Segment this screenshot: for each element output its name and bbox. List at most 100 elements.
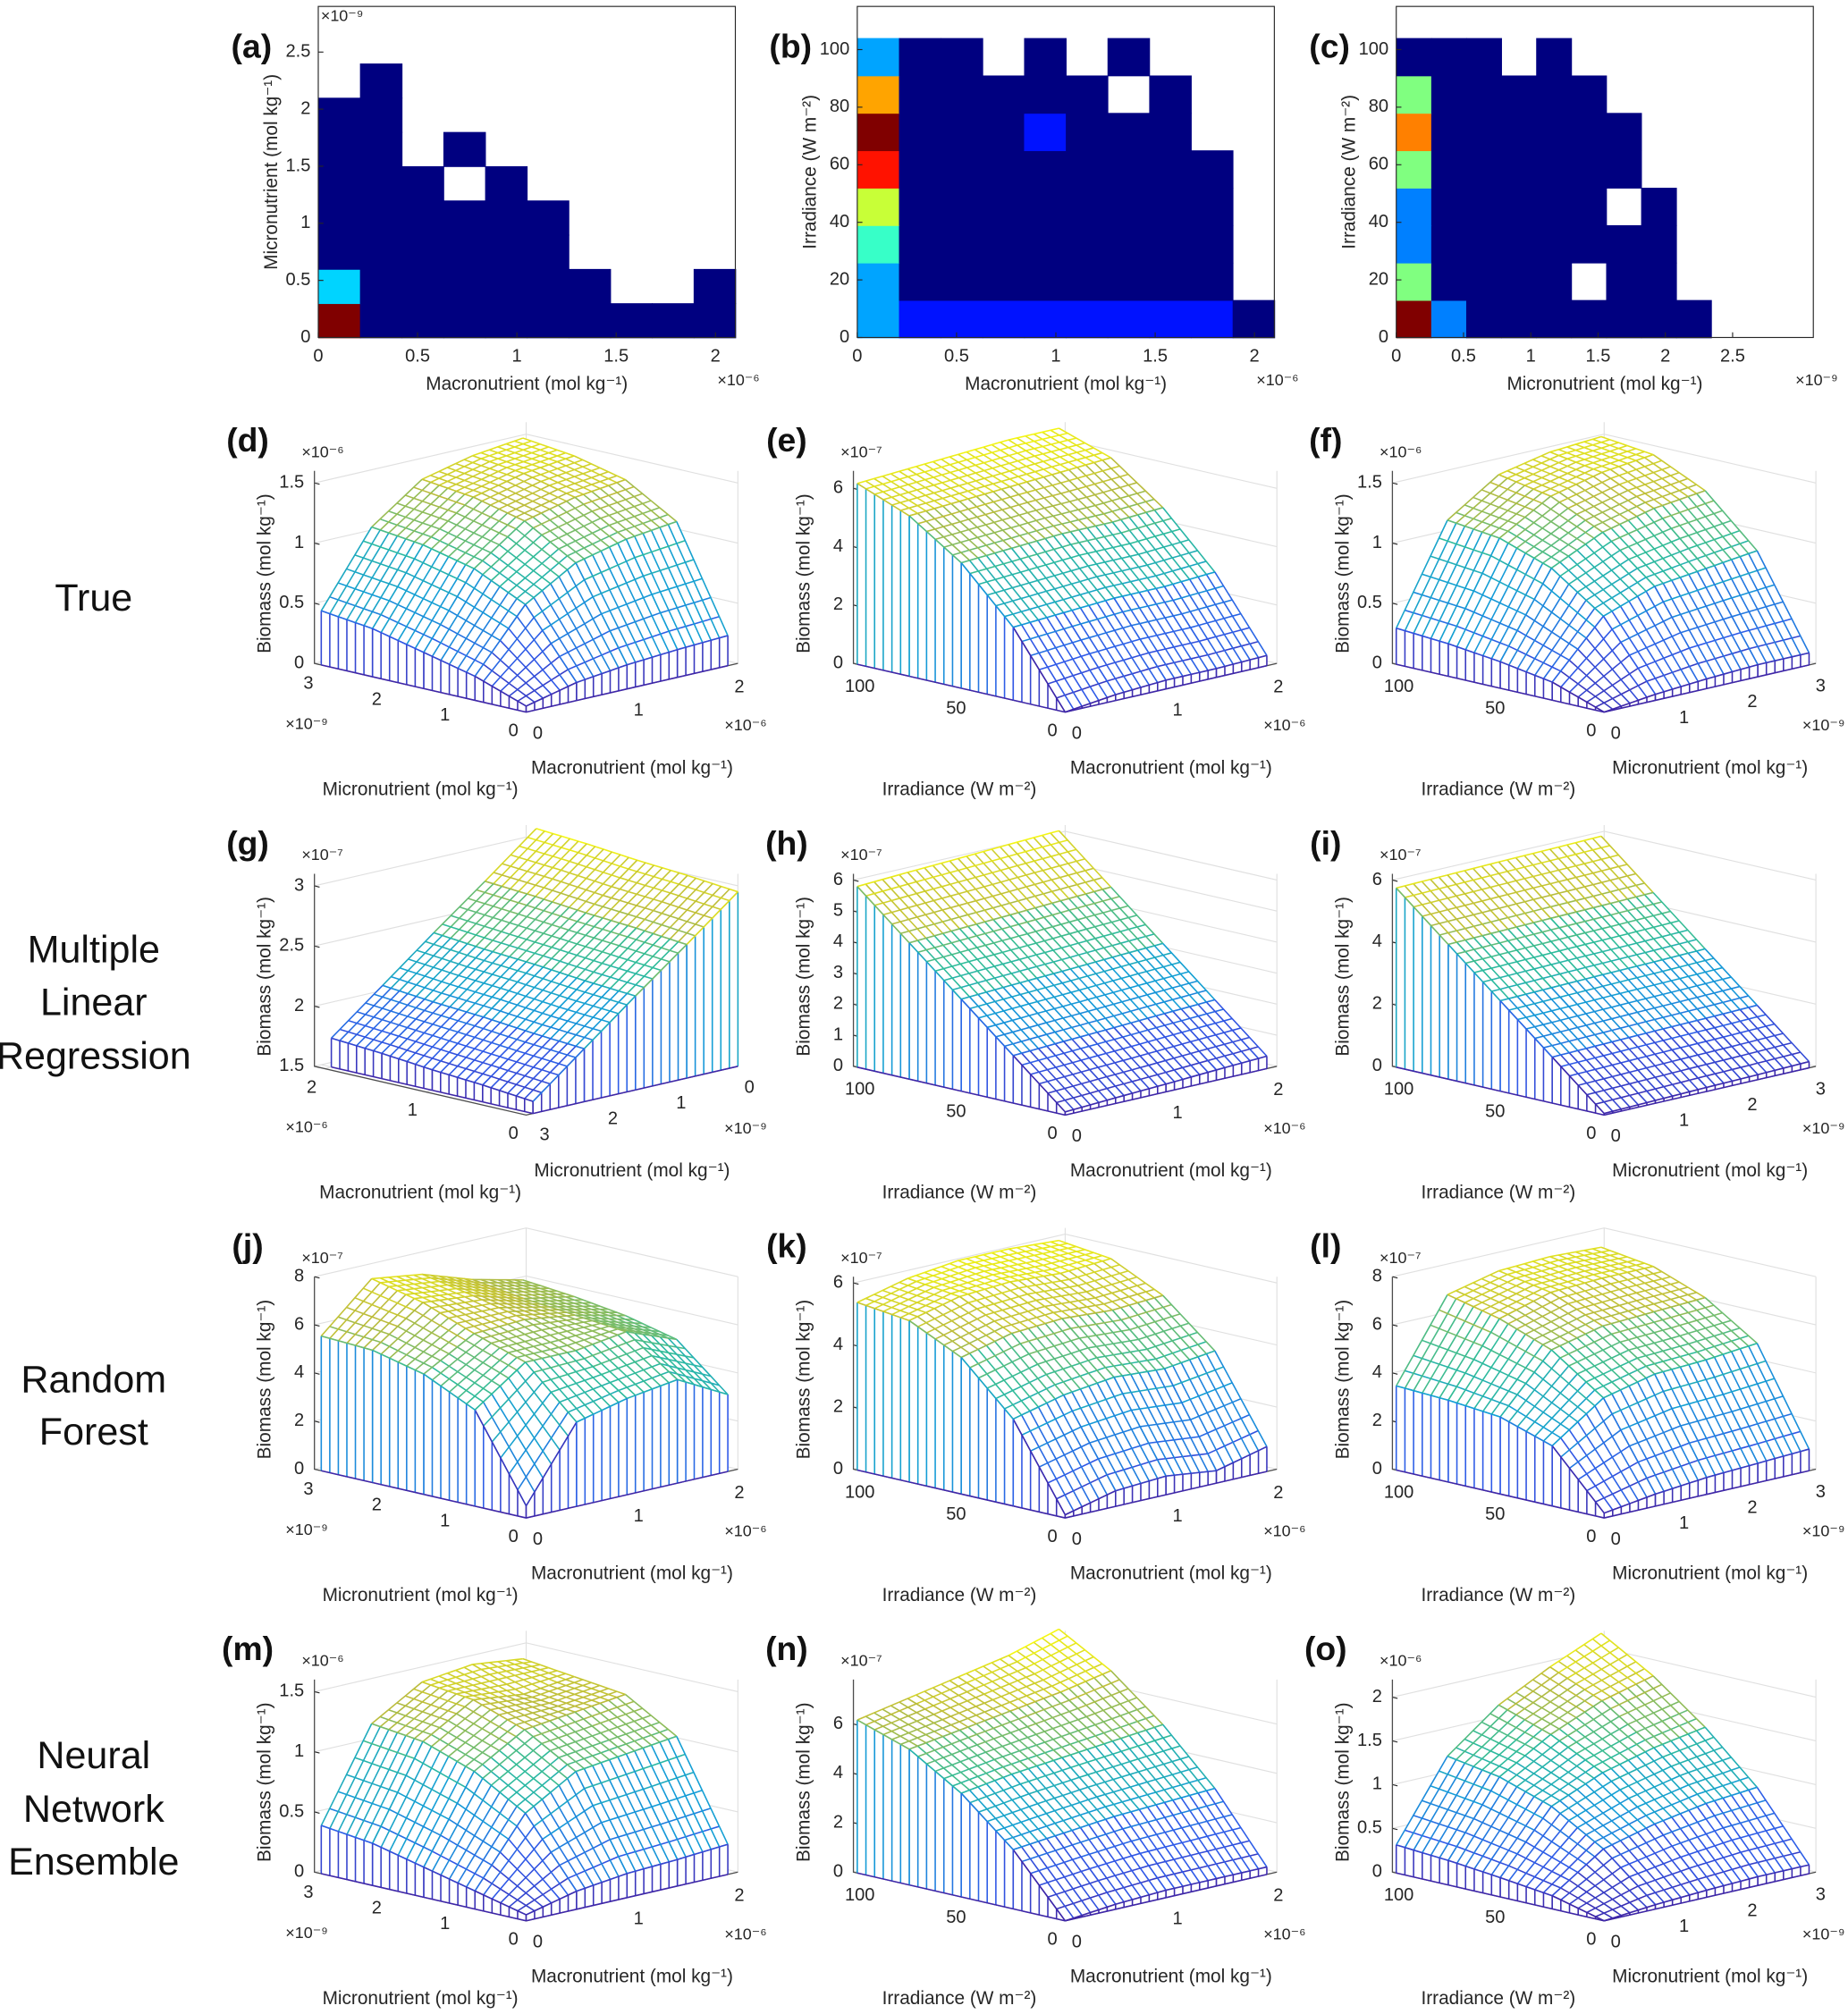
y-tick-label: 50: [946, 1504, 966, 1524]
density-cell: [941, 75, 983, 114]
mesh-line: [1550, 1700, 1603, 1735]
density-cell: [982, 262, 1025, 301]
mesh-line: [1050, 429, 1103, 461]
mesh-line: [320, 527, 373, 611]
mesh-line: [1052, 535, 1107, 602]
density-cell: [899, 299, 942, 339]
curtain-edge: [627, 648, 678, 666]
curtain-foot: [1604, 699, 1656, 713]
mesh-line: [473, 1729, 526, 1773]
mesh-line: [523, 1693, 576, 1713]
x-tick-label: 0: [1391, 346, 1401, 366]
mesh-line: [1704, 948, 1758, 1007]
y-tick-label: 100: [1384, 677, 1414, 696]
mesh-line: [959, 485, 1010, 502]
mesh-line: [1653, 1310, 1707, 1361]
mesh-line: [616, 1697, 669, 1740]
curtain-edge: [381, 1052, 433, 1071]
mesh-line: [464, 1706, 517, 1738]
curtain-edge: [1216, 1866, 1268, 1880]
panel-label: (g): [226, 824, 269, 862]
surface-cell: [1602, 508, 1707, 586]
density-cell: [982, 224, 1025, 264]
density-cell: [1066, 299, 1109, 339]
x-exponent: ×10⁻⁶: [724, 716, 766, 734]
x-tick-label: 3: [1816, 1482, 1826, 1502]
mesh-line: [363, 1287, 415, 1311]
z-tick-label: 2: [294, 996, 304, 1015]
mesh-line: [422, 1302, 475, 1335]
density-cell: [317, 200, 361, 236]
mesh-line: [1162, 507, 1216, 573]
mesh-line: [1696, 570, 1751, 668]
curtain-foot: [1115, 1494, 1167, 1507]
mesh-line: [472, 437, 524, 457]
surface-cell: [1499, 1734, 1603, 1807]
density-cell: [1571, 113, 1608, 152]
mesh-line: [1000, 1714, 1055, 1761]
curtain-foot: [331, 1066, 383, 1080]
mesh-line: [1652, 891, 1706, 950]
density-cell: [1396, 113, 1432, 152]
mesh-line: [465, 1339, 518, 1371]
x-tick-label: 3: [1816, 1885, 1826, 1905]
curtain-foot: [576, 1897, 628, 1910]
x-exponent: ×10⁻⁹: [1802, 1119, 1845, 1137]
curtain-foot: [1551, 699, 1605, 713]
z-tick: [314, 945, 320, 948]
mesh-line: [959, 914, 1010, 930]
y-tick-label: 40: [830, 212, 849, 232]
curtain-foot: [960, 687, 1014, 702]
mesh-line: [676, 1736, 729, 1845]
mesh-line: [856, 1698, 908, 1721]
curtain-foot: [1396, 1469, 1449, 1483]
mesh-line: [1063, 1833, 1117, 1905]
mesh-line: [1643, 894, 1698, 952]
x-tick-label: 1.5: [603, 346, 629, 366]
mesh-line: [414, 1757, 467, 1789]
surface-cell: [958, 1249, 1061, 1282]
mesh-line: [1550, 1325, 1603, 1351]
density-cell: [941, 299, 983, 339]
panel-label: (i): [1310, 824, 1341, 862]
curtain-edge: [1012, 1055, 1066, 1113]
density-cell: [1641, 224, 1677, 264]
mesh-line: [1696, 1020, 1751, 1078]
curtain-edge: [1166, 1470, 1217, 1478]
density-cell: [359, 234, 403, 270]
x-exponent: ×10⁻⁶: [717, 371, 759, 389]
mesh-line: [1008, 844, 1061, 902]
z-tick-label: 0.5: [1357, 593, 1382, 612]
mesh-line: [1110, 1258, 1164, 1296]
z-tick-label: 4: [1372, 931, 1382, 951]
curtain-edge: [856, 483, 910, 517]
mesh-line: [1063, 597, 1115, 614]
mesh-line: [907, 872, 960, 930]
panel-label: (a): [232, 27, 273, 64]
mesh-line: [1601, 453, 1654, 474]
mesh-line: [1591, 838, 1646, 896]
curtain-edge: [1115, 1475, 1167, 1492]
mesh-line: [1163, 1368, 1218, 1471]
mesh-line: [1061, 1309, 1113, 1319]
x-tick-label: 1.5: [1143, 346, 1168, 366]
mesh-line: [515, 1297, 567, 1317]
mesh-line: [534, 912, 586, 965]
mesh-line: [585, 859, 638, 914]
mesh-line: [958, 1655, 1009, 1678]
mesh-line: [1010, 1333, 1065, 1396]
panel-label: (k): [766, 1227, 807, 1265]
z-tick-label: 4: [1372, 1362, 1382, 1382]
curtain-edge: [1165, 668, 1217, 681]
x-tick-label: 2: [1747, 1900, 1757, 1920]
z-tick-label: 1: [1372, 533, 1382, 552]
mesh-line: [907, 1698, 960, 1732]
mesh-line: [422, 1294, 474, 1303]
mesh-line: [1054, 1835, 1109, 1908]
z-tick-label: 2: [1372, 1411, 1382, 1430]
mesh-line: [414, 558, 467, 584]
mesh-line: [1654, 1373, 1708, 1479]
mesh-line: [1551, 1043, 1604, 1058]
x-exponent: ×10⁻⁶: [1263, 1522, 1305, 1540]
curtain-foot: [1165, 1482, 1217, 1496]
